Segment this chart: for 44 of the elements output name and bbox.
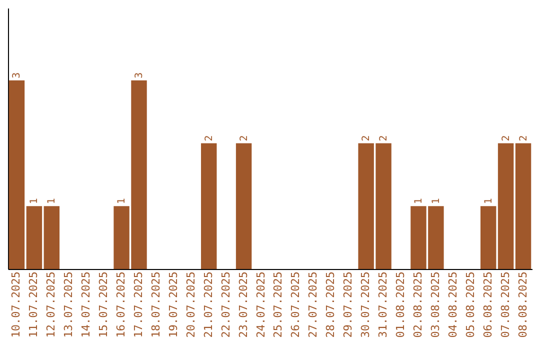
- x-tick-label: 18.07.2025: [149, 272, 162, 338]
- x-tick-label: 24.07.2025: [254, 272, 268, 338]
- data-label: 3: [134, 72, 145, 78]
- x-tick-label: 22.07.2025: [219, 272, 232, 338]
- x-tick-label: 27.07.2025: [306, 272, 320, 338]
- x-tick-label: 30.07.2025: [359, 272, 372, 338]
- x-tick-label: 31.07.2025: [376, 272, 390, 338]
- data-label: 2: [361, 135, 372, 142]
- data-label: 1: [413, 198, 424, 204]
- data-label: 2: [500, 135, 512, 142]
- data-label: 2: [204, 135, 215, 142]
- x-tick-label: 14.07.2025: [80, 272, 93, 338]
- x-tick-label: 15.07.2025: [97, 272, 110, 338]
- x-tick-label: 05.08.2025: [464, 272, 477, 338]
- x-tick-label: 20.07.2025: [184, 272, 198, 338]
- data-label: 2: [378, 135, 390, 142]
- x-tick-label: 12.07.2025: [44, 272, 58, 338]
- data-label: 1: [430, 198, 442, 204]
- x-tick-label: 03.08.2025: [428, 272, 442, 338]
- x-tick-label: 01.08.2025: [394, 272, 407, 338]
- x-tick-label: 26.07.2025: [289, 272, 302, 338]
- x-tick-label: 06.08.2025: [481, 272, 494, 338]
- data-label: 1: [29, 198, 40, 204]
- x-tick-label: 13.07.2025: [62, 272, 76, 338]
- x-tick-label: 10.07.2025: [10, 272, 23, 338]
- x-tick-label: 02.08.2025: [411, 272, 424, 338]
- data-label: 2: [238, 135, 250, 142]
- x-tick-label: 28.07.2025: [324, 272, 338, 338]
- x-tick-label: 19.07.2025: [166, 272, 180, 338]
- x-tick-label: 07.08.2025: [498, 272, 512, 338]
- data-label: 3: [12, 72, 23, 78]
- data-label: 1: [116, 198, 128, 204]
- data-label: 2: [518, 135, 530, 142]
- x-tick-label: 17.07.2025: [132, 272, 145, 338]
- x-tick-label: 23.07.2025: [236, 272, 250, 338]
- x-tick-label: 04.08.2025: [446, 272, 460, 338]
- x-tick-label: 16.07.2025: [114, 272, 128, 338]
- x-tick-label: 11.07.2025: [27, 272, 40, 338]
- x-tick-label: 21.07.2025: [202, 272, 215, 338]
- x-tick-label: 08.08.2025: [516, 272, 530, 338]
- data-label: 1: [46, 198, 58, 204]
- x-tick-label: 29.07.2025: [342, 272, 355, 338]
- x-tick-label: 25.07.2025: [272, 272, 285, 338]
- data-label: 1: [483, 198, 494, 204]
